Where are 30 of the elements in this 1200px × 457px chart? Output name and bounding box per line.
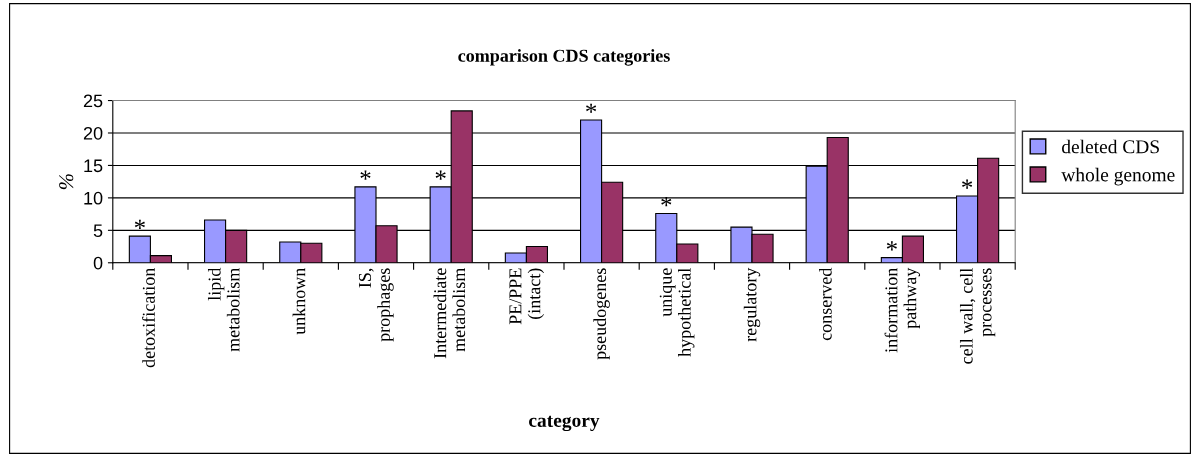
y-tick-label: 0 xyxy=(93,256,103,270)
legend-label: deleted CDS xyxy=(1062,139,1159,154)
x-tick-label: regulatory xyxy=(743,267,761,342)
annotation: * xyxy=(661,197,672,207)
legend-label: whole genome xyxy=(1061,167,1175,186)
y-tick-label: 25 xyxy=(83,94,103,108)
x-tick-label: unknown xyxy=(292,267,306,335)
annotation: * xyxy=(962,179,973,189)
x-tick-label: PE/PPE (intact) xyxy=(509,268,545,325)
annotation: * xyxy=(360,170,371,180)
x-tick-label: IS, prophages xyxy=(358,268,394,342)
annotation: * xyxy=(134,219,145,229)
x-tick-label: Intermediate metabolism xyxy=(433,267,466,359)
annotation: * xyxy=(586,103,597,113)
annotation: * xyxy=(886,241,897,251)
annotation: * xyxy=(435,170,446,180)
y-axis-title: % xyxy=(59,174,74,190)
x-tick-label: lipid metabolism xyxy=(207,267,240,352)
x-axis-title: category xyxy=(529,415,600,432)
chart-title: comparison CDS categories xyxy=(458,49,670,66)
y-tick-label: 10 xyxy=(84,191,103,205)
x-tick-label: unique hypothetical xyxy=(659,268,695,357)
y-tick-label: 15 xyxy=(84,159,103,173)
x-tick-label: pseudogenes xyxy=(593,268,610,360)
x-tick-label: information pathway xyxy=(884,267,921,353)
y-tick-label: 20 xyxy=(83,126,103,140)
x-tick-label: detoxification xyxy=(142,267,155,368)
y-tick-label: 5 xyxy=(93,224,103,238)
x-tick-label: conserved xyxy=(819,267,832,341)
x-tick-label: cell wall, cell processes xyxy=(959,268,996,364)
